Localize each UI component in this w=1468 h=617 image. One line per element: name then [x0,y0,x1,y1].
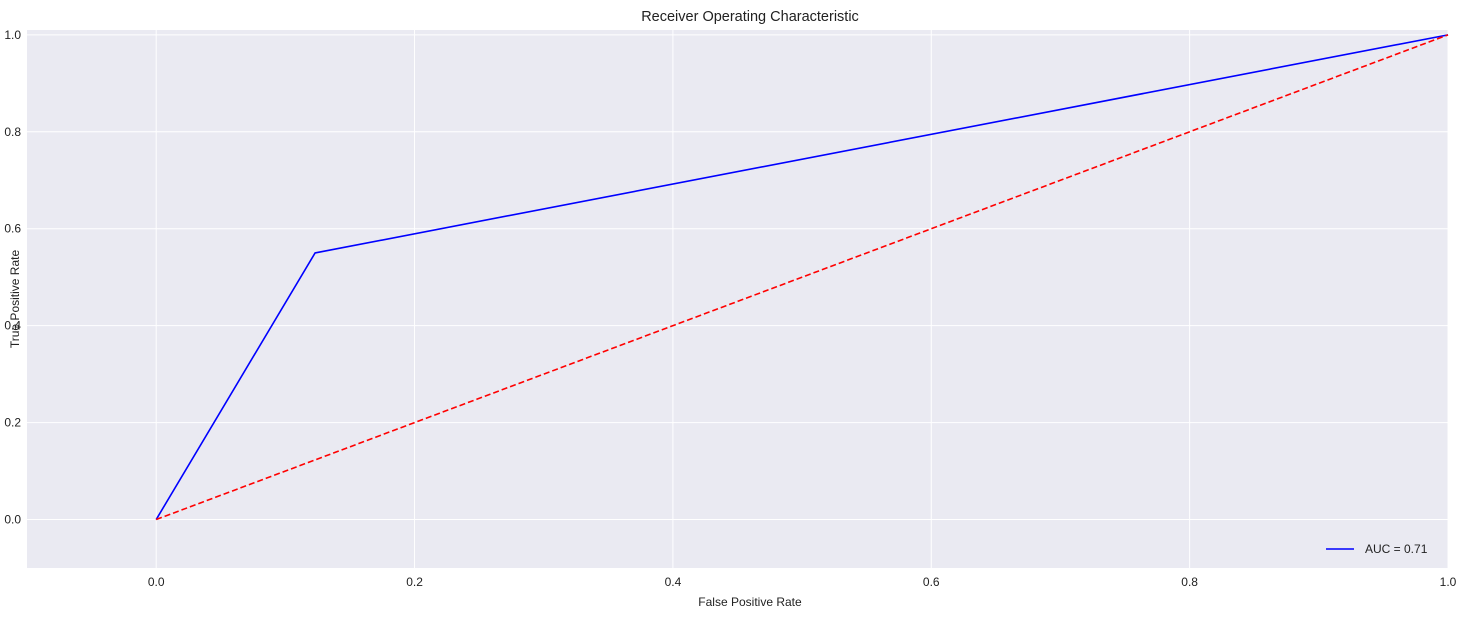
grid-lines [27,30,1449,568]
x-tick-label: 0.0 [148,575,165,589]
y-tick-label: 0.2 [4,416,21,430]
chance-line [155,34,1449,521]
y-tick-label: 0.6 [4,222,21,236]
x-tick-label: 0.2 [406,575,423,589]
legend: AUC = 0.71 [1326,542,1428,556]
y-tick-label: 1.0 [4,28,21,42]
y-tick-label: 0.4 [4,319,21,333]
y-axis-label: True Positive Rate [8,250,22,349]
legend-label-auc: AUC = 0.71 [1365,542,1428,556]
plot-area [27,30,1448,568]
x-tick-label: 0.8 [1181,575,1198,589]
x-tick-labels: 0.0 0.2 0.4 0.6 0.8 1.0 [148,575,1457,589]
x-tick-label: 0.6 [923,575,940,589]
roc-curve-line [155,34,1449,520]
y-tick-label: 0.0 [4,513,21,527]
y-tick-labels: 0.0 0.2 0.4 0.6 0.8 1.0 [4,28,21,527]
x-tick-label: 0.4 [665,575,682,589]
x-tick-label: 1.0 [1440,575,1457,589]
x-axis-label: False Positive Rate [698,595,802,609]
chart-title: Receiver Operating Characteristic [641,9,859,25]
y-tick-label: 0.8 [4,125,21,139]
series-lines [155,34,1449,521]
